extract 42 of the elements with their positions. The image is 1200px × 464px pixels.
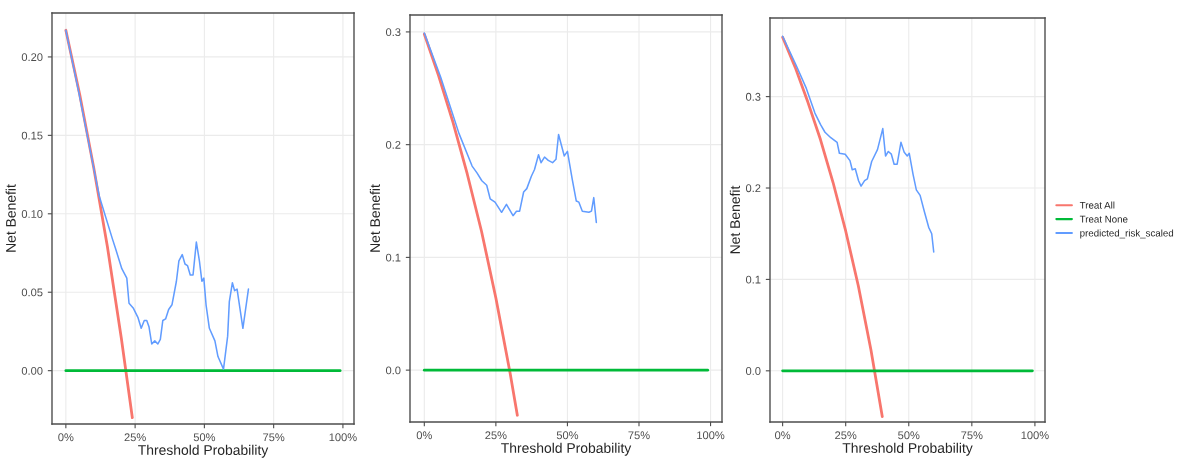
y-tick-label: 0.15 [21,131,43,140]
line-series [781,35,935,253]
x-axis-title: Threshold Probability [501,442,632,456]
x-tick-label: 75% [961,431,983,440]
x-tick-label: 0% [58,433,74,442]
y-tick-label: 0.0 [385,366,401,375]
x-tick-label: 75% [263,433,285,442]
y-tick-label: 0.3 [745,92,761,101]
y-tick-label: 0.20 [21,53,43,62]
x-tick-label: 25% [124,433,146,442]
y-tick-label: 0.1 [385,253,401,262]
x-tick-label: 0% [416,431,432,440]
legend-label: Treat All [1079,201,1115,209]
x-tick-label: 100% [697,431,725,440]
x-tick-label: 25% [485,431,507,440]
y-tick-label: 0.0 [745,367,761,375]
line-series [65,29,250,370]
y-tick-label: 0.2 [385,140,401,149]
line-series [781,35,884,418]
line-series [423,32,598,224]
y-tick-label: 0.3 [385,28,401,37]
y-tick-label: 0.05 [21,288,43,297]
x-tick-label: 100% [329,433,357,442]
x-tick-label: 0% [775,431,791,440]
x-tick-label: 100% [1021,431,1049,440]
x-tick-label: 50% [556,431,579,440]
y-tick-label: 0.1 [745,275,761,284]
legend-label: Treat None [1079,215,1128,223]
x-tick-label: 50% [898,431,920,440]
x-tick-label: 25% [835,431,857,440]
x-tick-label: 50% [193,433,216,442]
y-tick-label: 0.10 [21,210,43,218]
y-tick-label: 0.2 [745,184,761,193]
legend-label: predicted_risk_scaled [1080,229,1174,239]
y-axis-title: Net Benefit [369,184,380,252]
x-axis-title: Threshold Probability [138,444,269,458]
y-axis-title: Net Benefit [729,185,740,254]
x-axis-title: Threshold Probability [842,442,973,456]
y-axis-title: Net Benefit [5,184,16,252]
line-series [422,32,519,417]
y-tick-label: 0.00 [21,366,43,375]
x-tick-label: 75% [628,431,650,440]
